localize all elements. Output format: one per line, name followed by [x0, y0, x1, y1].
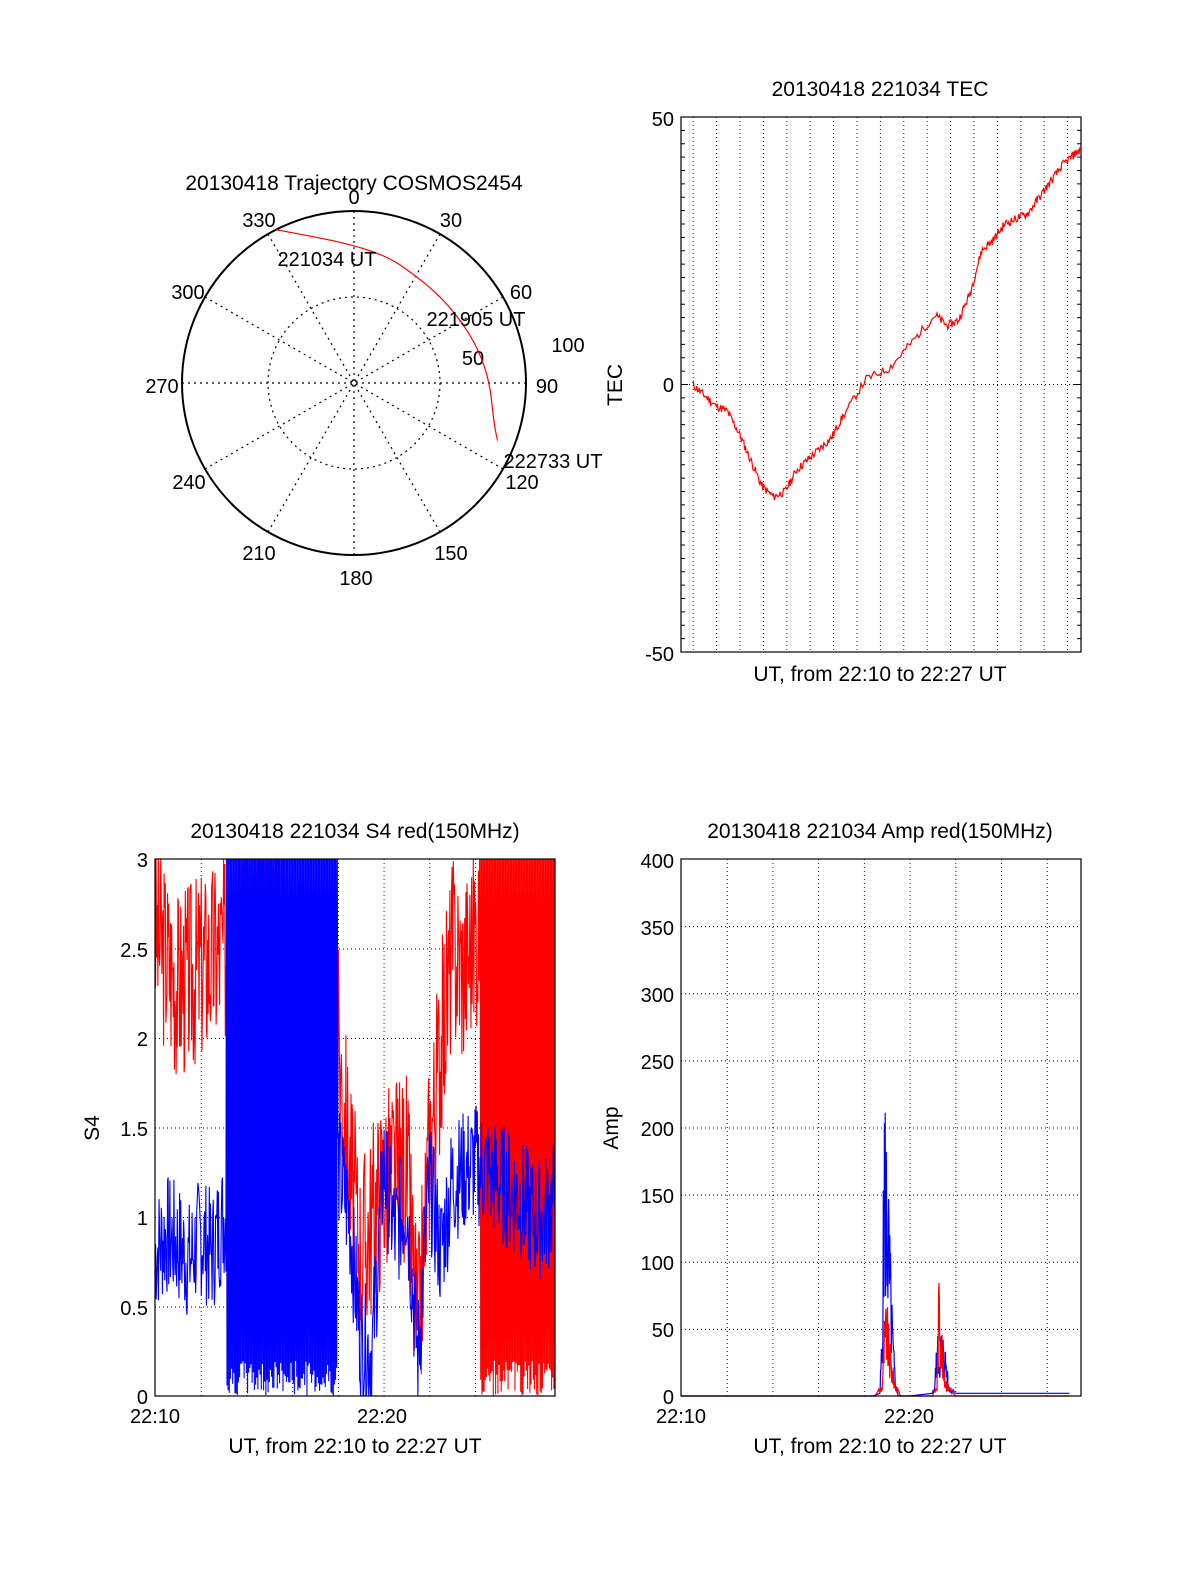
- azimuth-label-270: 270: [145, 376, 178, 398]
- azimuth-label-180: 180: [339, 568, 372, 590]
- amp-ytick-100: 100: [641, 1253, 674, 1275]
- tec-panel: 20130418 221034 TEC 50 0 -50 TEC UT, fro…: [604, 78, 1082, 686]
- amp-ytick-350: 350: [641, 918, 674, 940]
- azimuth-label-30: 30: [440, 210, 462, 232]
- amp-ytick-300: 300: [641, 985, 674, 1007]
- s4-xtick-2210: 22:10: [130, 1406, 180, 1428]
- amp-xtick-2210: 22:10: [656, 1406, 706, 1428]
- tec-ytick-neg50: -50: [645, 644, 674, 666]
- tec-xlabel: UT, from 22:10 to 22:27 UT: [753, 663, 1006, 686]
- azimuth-label-210: 210: [242, 543, 275, 565]
- tec-series-line: [692, 147, 1082, 501]
- s4-ytick-2: 2: [137, 1029, 148, 1051]
- tec-ytick-0: 0: [663, 375, 674, 397]
- s4-red-series-line: [154, 858, 555, 1396]
- amp-ytick-50: 50: [652, 1320, 674, 1342]
- amp-ytick-400: 400: [641, 851, 674, 873]
- tec-ytick-50: 50: [652, 109, 674, 131]
- amp-axes-frame: [680, 858, 1082, 1397]
- amp-xlabel: UT, from 22:10 to 22:27 UT: [753, 1435, 1006, 1458]
- amp-ytick-150: 150: [641, 1186, 674, 1208]
- azimuth-label-330: 330: [242, 210, 275, 232]
- s4-ylabel: S4: [81, 1115, 104, 1141]
- radius-label-50: 50: [462, 348, 484, 370]
- polar-azimuth-labels: 0 30 60 90 120 150 180 210 240 270 300 3…: [145, 187, 558, 590]
- amp-panel: 20130418 221034 Amp red(150MHz) 0 50 100…: [600, 820, 1082, 1458]
- amp-xtick-2220: 22:20: [884, 1406, 934, 1428]
- amp-blue-series-line: [681, 1112, 1070, 1397]
- azimuth-label-0: 0: [348, 187, 359, 209]
- azimuth-label-120: 120: [505, 472, 538, 494]
- azimuth-label-90: 90: [536, 376, 558, 398]
- polar-title: 20130418 Trajectory COSMOS2454: [185, 172, 523, 195]
- azimuth-label-60: 60: [510, 282, 532, 304]
- azimuth-label-240: 240: [172, 472, 205, 494]
- s4-ytick-0: 0: [137, 1387, 148, 1409]
- azimuth-label-300: 300: [171, 282, 204, 304]
- radius-label-100: 100: [551, 335, 584, 357]
- s4-ytick-1: 1: [137, 1208, 148, 1230]
- amp-ytick-250: 250: [641, 1052, 674, 1074]
- amp-red-series-line: [681, 1282, 1070, 1397]
- s4-ytick-2-5: 2.5: [120, 940, 148, 962]
- s4-title: 20130418 221034 S4 red(150MHz): [190, 820, 519, 843]
- azimuth-label-150: 150: [434, 543, 467, 565]
- trajectory-start-label: 221034 UT: [278, 249, 377, 271]
- tec-title: 20130418 221034 TEC: [772, 78, 989, 101]
- s4-ytick-3: 3: [137, 850, 148, 872]
- s4-xtick-2220: 22:20: [357, 1406, 407, 1428]
- trajectory-line: [275, 229, 499, 442]
- s4-blue-series-line: [154, 858, 555, 1397]
- s4-xlabel: UT, from 22:10 to 22:27 UT: [228, 1435, 481, 1458]
- amp-ytick-200: 200: [641, 1119, 674, 1141]
- amp-ylabel: Amp: [600, 1106, 623, 1149]
- amp-title: 20130418 221034 Amp red(150MHz): [707, 820, 1053, 843]
- tec-ylabel: TEC: [604, 364, 627, 406]
- amp-ytick-0: 0: [663, 1387, 674, 1409]
- trajectory-end-label: 222733 UT: [504, 451, 603, 473]
- polar-plot: 20130418 Trajectory COSMOS2454 0 30 60 9…: [145, 172, 602, 590]
- s4-ytick-0-5: 0.5: [120, 1298, 148, 1320]
- s4-ytick-1-5: 1.5: [120, 1119, 148, 1141]
- trajectory-mid-label: 221905 UT: [427, 309, 526, 331]
- amp-grid: [681, 859, 1081, 1396]
- s4-axes-frame: [154, 858, 556, 1397]
- s4-panel: 20130418 221034 S4 red(150MHz) 0 0.5 1 1…: [81, 820, 556, 1458]
